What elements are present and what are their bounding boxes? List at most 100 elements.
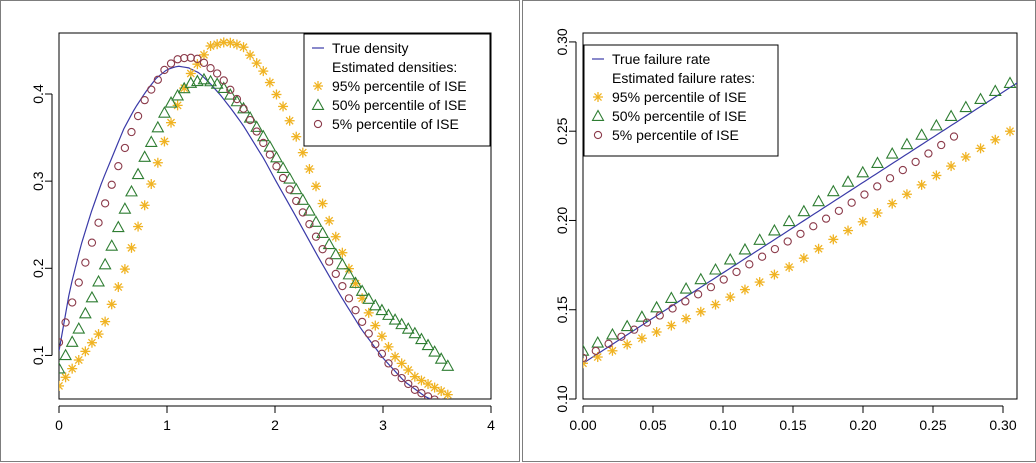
data-point-p5 bbox=[706, 283, 716, 292]
data-point-p95 bbox=[80, 346, 91, 357]
data-point-p50 bbox=[59, 361, 66, 374]
legend-label-p5: 5% percentile of ISE bbox=[332, 116, 459, 132]
y-tick-label: 0.30 bbox=[554, 28, 570, 55]
legend-label-p50: 50% percentile of ISE bbox=[332, 97, 467, 113]
data-point-p95 bbox=[67, 363, 78, 374]
data-point-p95 bbox=[264, 77, 275, 88]
data-point-p50 bbox=[974, 92, 987, 105]
data-point-p95 bbox=[86, 337, 97, 348]
data-point-p95 bbox=[245, 50, 256, 61]
data-point-p50 bbox=[826, 184, 840, 197]
data-point-p5 bbox=[213, 69, 222, 78]
data-point-p5 bbox=[783, 237, 792, 246]
data-point-p95 bbox=[828, 234, 839, 245]
density-chart: 0 1 2 3 4 0.1 0.2 0.3 0.4 True density Estimated d… bbox=[30, 32, 495, 433]
x-tick-label: 0.20 bbox=[849, 417, 876, 433]
x-tick-label: 0.15 bbox=[779, 417, 806, 433]
data-point-p95 bbox=[172, 100, 183, 111]
data-point-p50 bbox=[256, 129, 270, 142]
data-point-p50 bbox=[151, 120, 165, 133]
series-p50 bbox=[583, 76, 1017, 356]
data-point-p5 bbox=[147, 85, 156, 94]
legend-label-heading: Estimated failure rates: bbox=[612, 70, 755, 86]
data-point-p95 bbox=[390, 351, 401, 362]
data-point-p95 bbox=[376, 331, 387, 342]
data-point-p95 bbox=[106, 299, 117, 310]
data-point-p50 bbox=[767, 223, 781, 236]
data-point-p50 bbox=[415, 332, 428, 345]
data-point-p50 bbox=[650, 300, 664, 313]
data-point-p50 bbox=[223, 88, 237, 100]
legend-symbol-p95 bbox=[593, 92, 603, 102]
data-point-p5 bbox=[74, 278, 83, 287]
data-point-p5 bbox=[732, 267, 741, 277]
data-point-p50 bbox=[270, 150, 283, 163]
data-point-p50 bbox=[434, 352, 448, 364]
data-point-p50 bbox=[797, 204, 811, 217]
data-point-p5 bbox=[924, 149, 933, 158]
data-point-p95 bbox=[284, 115, 295, 126]
data-point-p5 bbox=[199, 58, 209, 67]
data-point-p95 bbox=[225, 37, 236, 48]
data-point-p50 bbox=[302, 204, 316, 216]
y-tick-label: 0.25 bbox=[554, 117, 570, 144]
y-axis: 0.10 0.15 0.20 0.25 0.30 bbox=[554, 28, 577, 413]
data-point-p95 bbox=[710, 299, 721, 310]
data-point-p5 bbox=[193, 54, 202, 63]
data-point-p95 bbox=[159, 136, 170, 147]
data-point-p5 bbox=[390, 368, 400, 377]
data-point-p95 bbox=[278, 101, 289, 112]
data-point-p5 bbox=[423, 392, 433, 399]
data-point-p5 bbox=[120, 143, 130, 153]
data-point-p50 bbox=[171, 88, 185, 101]
data-point-p50 bbox=[105, 239, 119, 251]
y-tick-label: 0.15 bbox=[554, 296, 570, 323]
data-point-p5 bbox=[180, 53, 189, 63]
data-point-p95 bbox=[218, 37, 229, 48]
data-point-p5 bbox=[591, 346, 600, 356]
legend-symbol-p95 bbox=[313, 81, 323, 91]
x-tick-label: 4 bbox=[487, 417, 495, 433]
data-point-p5 bbox=[59, 338, 64, 347]
data-point-p50 bbox=[144, 135, 158, 147]
data-point-p50 bbox=[871, 156, 884, 168]
data-point-p50 bbox=[841, 175, 855, 187]
data-point-p50 bbox=[204, 74, 218, 87]
data-point-p95 bbox=[622, 339, 633, 350]
legend: True failure rate Estimated failure rates… bbox=[583, 44, 779, 157]
data-point-p50 bbox=[316, 226, 330, 238]
data-point-p50 bbox=[782, 214, 796, 227]
data-point-p95 bbox=[1005, 126, 1015, 137]
data-point-p5 bbox=[417, 389, 426, 398]
data-point-p50 bbox=[335, 257, 349, 270]
data-point-p95 bbox=[975, 143, 986, 154]
data-point-p5 bbox=[100, 199, 110, 208]
data-point-p95 bbox=[251, 58, 262, 69]
x-tick-label: 0.25 bbox=[919, 417, 946, 433]
data-point-p50 bbox=[959, 100, 973, 113]
data-point-p5 bbox=[325, 257, 334, 266]
series-true bbox=[583, 82, 1017, 364]
data-point-p50 bbox=[988, 84, 1002, 96]
data-point-p95 bbox=[113, 282, 124, 293]
data-point-p95 bbox=[813, 243, 824, 254]
data-point-p50 bbox=[342, 267, 356, 280]
data-point-p5 bbox=[834, 206, 844, 216]
data-point-p5 bbox=[847, 198, 856, 207]
legend-symbol-p50 bbox=[311, 98, 325, 110]
data-point-p95 bbox=[960, 151, 971, 162]
data-point-p50 bbox=[210, 77, 224, 89]
data-point-p95 bbox=[798, 253, 809, 264]
data-point-p50 bbox=[131, 167, 145, 180]
data-point-p50 bbox=[250, 120, 264, 132]
data-point-p5 bbox=[809, 222, 818, 231]
data-point-p50 bbox=[753, 233, 767, 245]
data-point-p95 bbox=[383, 341, 394, 352]
data-point-p95 bbox=[119, 264, 130, 275]
data-point-p95 bbox=[396, 358, 407, 369]
data-point-p95 bbox=[990, 134, 1001, 145]
data-point-p95 bbox=[695, 306, 706, 317]
data-point-p95 bbox=[146, 179, 157, 190]
density-chart-panel: 0 1 2 3 4 0.1 0.2 0.3 0.4 True density Estimated d… bbox=[0, 0, 520, 462]
data-point-p5 bbox=[68, 298, 77, 307]
